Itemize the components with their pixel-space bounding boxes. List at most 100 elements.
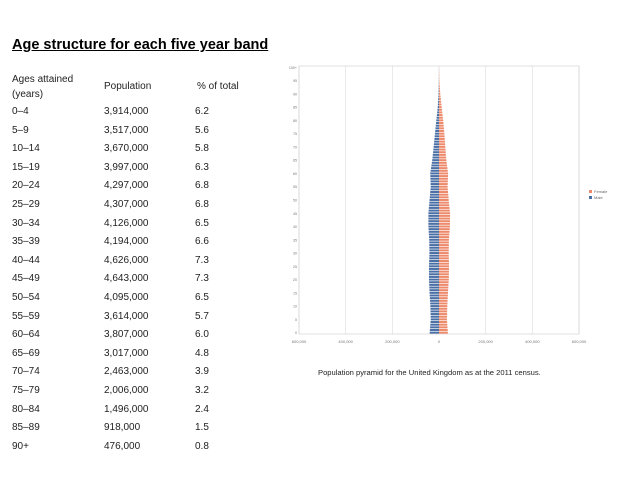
male-bar xyxy=(436,122,439,125)
male-bar xyxy=(430,326,439,329)
female-bar xyxy=(439,233,450,236)
population-cell: 2,006,000 xyxy=(104,384,149,396)
table-row: 10–14 3,670,000 5.8 xyxy=(12,140,272,159)
female-bar xyxy=(439,257,449,260)
male-bar xyxy=(430,193,439,196)
male-bar xyxy=(429,244,439,247)
age-cell: 50–54 xyxy=(12,291,40,303)
female-bar xyxy=(439,119,444,122)
table-row: 60–64 3,807,000 6.0 xyxy=(12,326,272,345)
female-bar xyxy=(439,92,441,95)
male-bar xyxy=(429,198,439,201)
x-tick-label: 400,000 xyxy=(338,339,353,344)
percent-cell: 3.9 xyxy=(195,366,209,378)
male-bar xyxy=(433,145,439,148)
male-bar xyxy=(428,225,439,228)
male-bar xyxy=(428,220,439,223)
female-bar xyxy=(439,225,450,228)
female-bar xyxy=(439,305,448,308)
table-row: 50–54 4,095,000 6.5 xyxy=(12,289,272,308)
female-bar xyxy=(439,297,448,300)
female-bar xyxy=(439,244,449,247)
population-cell: 3,997,000 xyxy=(104,161,149,173)
female-bar xyxy=(439,198,449,201)
percent-cell: 4.8 xyxy=(195,347,209,359)
female-bar xyxy=(439,214,451,217)
male-bar xyxy=(428,265,439,268)
female-bar xyxy=(439,313,448,316)
male-bar xyxy=(428,217,439,220)
male-bar xyxy=(431,164,439,167)
female-bar xyxy=(439,161,447,164)
male-bar xyxy=(436,114,439,117)
age-cell: 20–24 xyxy=(12,180,40,192)
male-bar xyxy=(435,129,439,132)
female-bar xyxy=(439,278,449,281)
male-bar xyxy=(430,305,439,308)
male-bar xyxy=(433,151,439,154)
male-bar xyxy=(436,119,439,122)
male-bar xyxy=(428,278,439,281)
male-bar xyxy=(431,161,439,164)
table-row: 55–59 3,614,000 5.7 xyxy=(12,308,272,327)
male-bar xyxy=(428,214,439,217)
header-percent: % of total xyxy=(197,81,239,92)
male-bar xyxy=(438,98,439,101)
population-cell: 4,126,000 xyxy=(104,217,149,229)
age-tick-label: 35 xyxy=(293,238,297,242)
female-bar xyxy=(439,100,442,103)
male-bar xyxy=(433,143,439,146)
male-bar xyxy=(428,212,439,215)
percent-cell: 0.8 xyxy=(195,440,209,452)
population-cell: 3,614,000 xyxy=(104,310,149,322)
male-bar xyxy=(434,135,439,138)
male-bar xyxy=(429,297,439,300)
age-tick-label: 0 xyxy=(295,331,297,335)
male-bar xyxy=(429,238,439,241)
age-tick-label: 10 xyxy=(293,305,297,309)
female-bar xyxy=(439,262,449,265)
female-bar xyxy=(439,206,450,209)
female-bar xyxy=(439,114,443,117)
age-tick-label: 25 xyxy=(293,265,297,269)
male-bar xyxy=(430,313,439,316)
female-bar xyxy=(439,328,448,331)
age-table: Ages attained (years) Population % of to… xyxy=(12,72,272,456)
female-bar xyxy=(439,103,442,106)
female-bar xyxy=(439,230,450,233)
population-cell: 476,000 xyxy=(104,440,141,452)
female-bar xyxy=(439,140,445,143)
x-tick-label: 600,000 xyxy=(292,339,307,344)
female-bar xyxy=(439,323,448,326)
page-title: Age structure for each five year band xyxy=(12,37,269,53)
table-row: 90+ 476,000 0.8 xyxy=(12,438,272,457)
female-bar xyxy=(439,299,448,302)
female-bar xyxy=(439,291,448,294)
female-bar xyxy=(439,238,449,241)
age-tick-label: 70 xyxy=(293,145,297,149)
x-tick-label: 200,000 xyxy=(385,339,400,344)
male-bar xyxy=(430,191,439,194)
age-tick-label: 95 xyxy=(293,79,297,83)
female-bar xyxy=(439,151,446,154)
male-bar xyxy=(431,167,439,170)
age-tick-label: 20 xyxy=(293,278,297,282)
female-bar xyxy=(439,82,440,85)
male-bar xyxy=(430,299,439,302)
male-bar xyxy=(437,108,439,111)
age-cell: 90+ xyxy=(12,440,29,452)
male-bar xyxy=(435,124,439,127)
male-bar xyxy=(433,148,439,151)
female-bar xyxy=(439,135,445,138)
age-tick-label: 80 xyxy=(293,119,297,123)
male-bar xyxy=(428,222,439,225)
male-bar xyxy=(430,172,439,175)
percent-cell: 3.2 xyxy=(195,384,209,396)
female-bar xyxy=(439,122,444,125)
female-bar xyxy=(439,201,449,204)
female-bar xyxy=(439,315,448,318)
female-bar xyxy=(439,108,442,111)
age-tick-label: 90 xyxy=(293,92,297,96)
age-cell: 65–69 xyxy=(12,347,40,359)
table-row: 20–24 4,297,000 6.8 xyxy=(12,177,272,196)
